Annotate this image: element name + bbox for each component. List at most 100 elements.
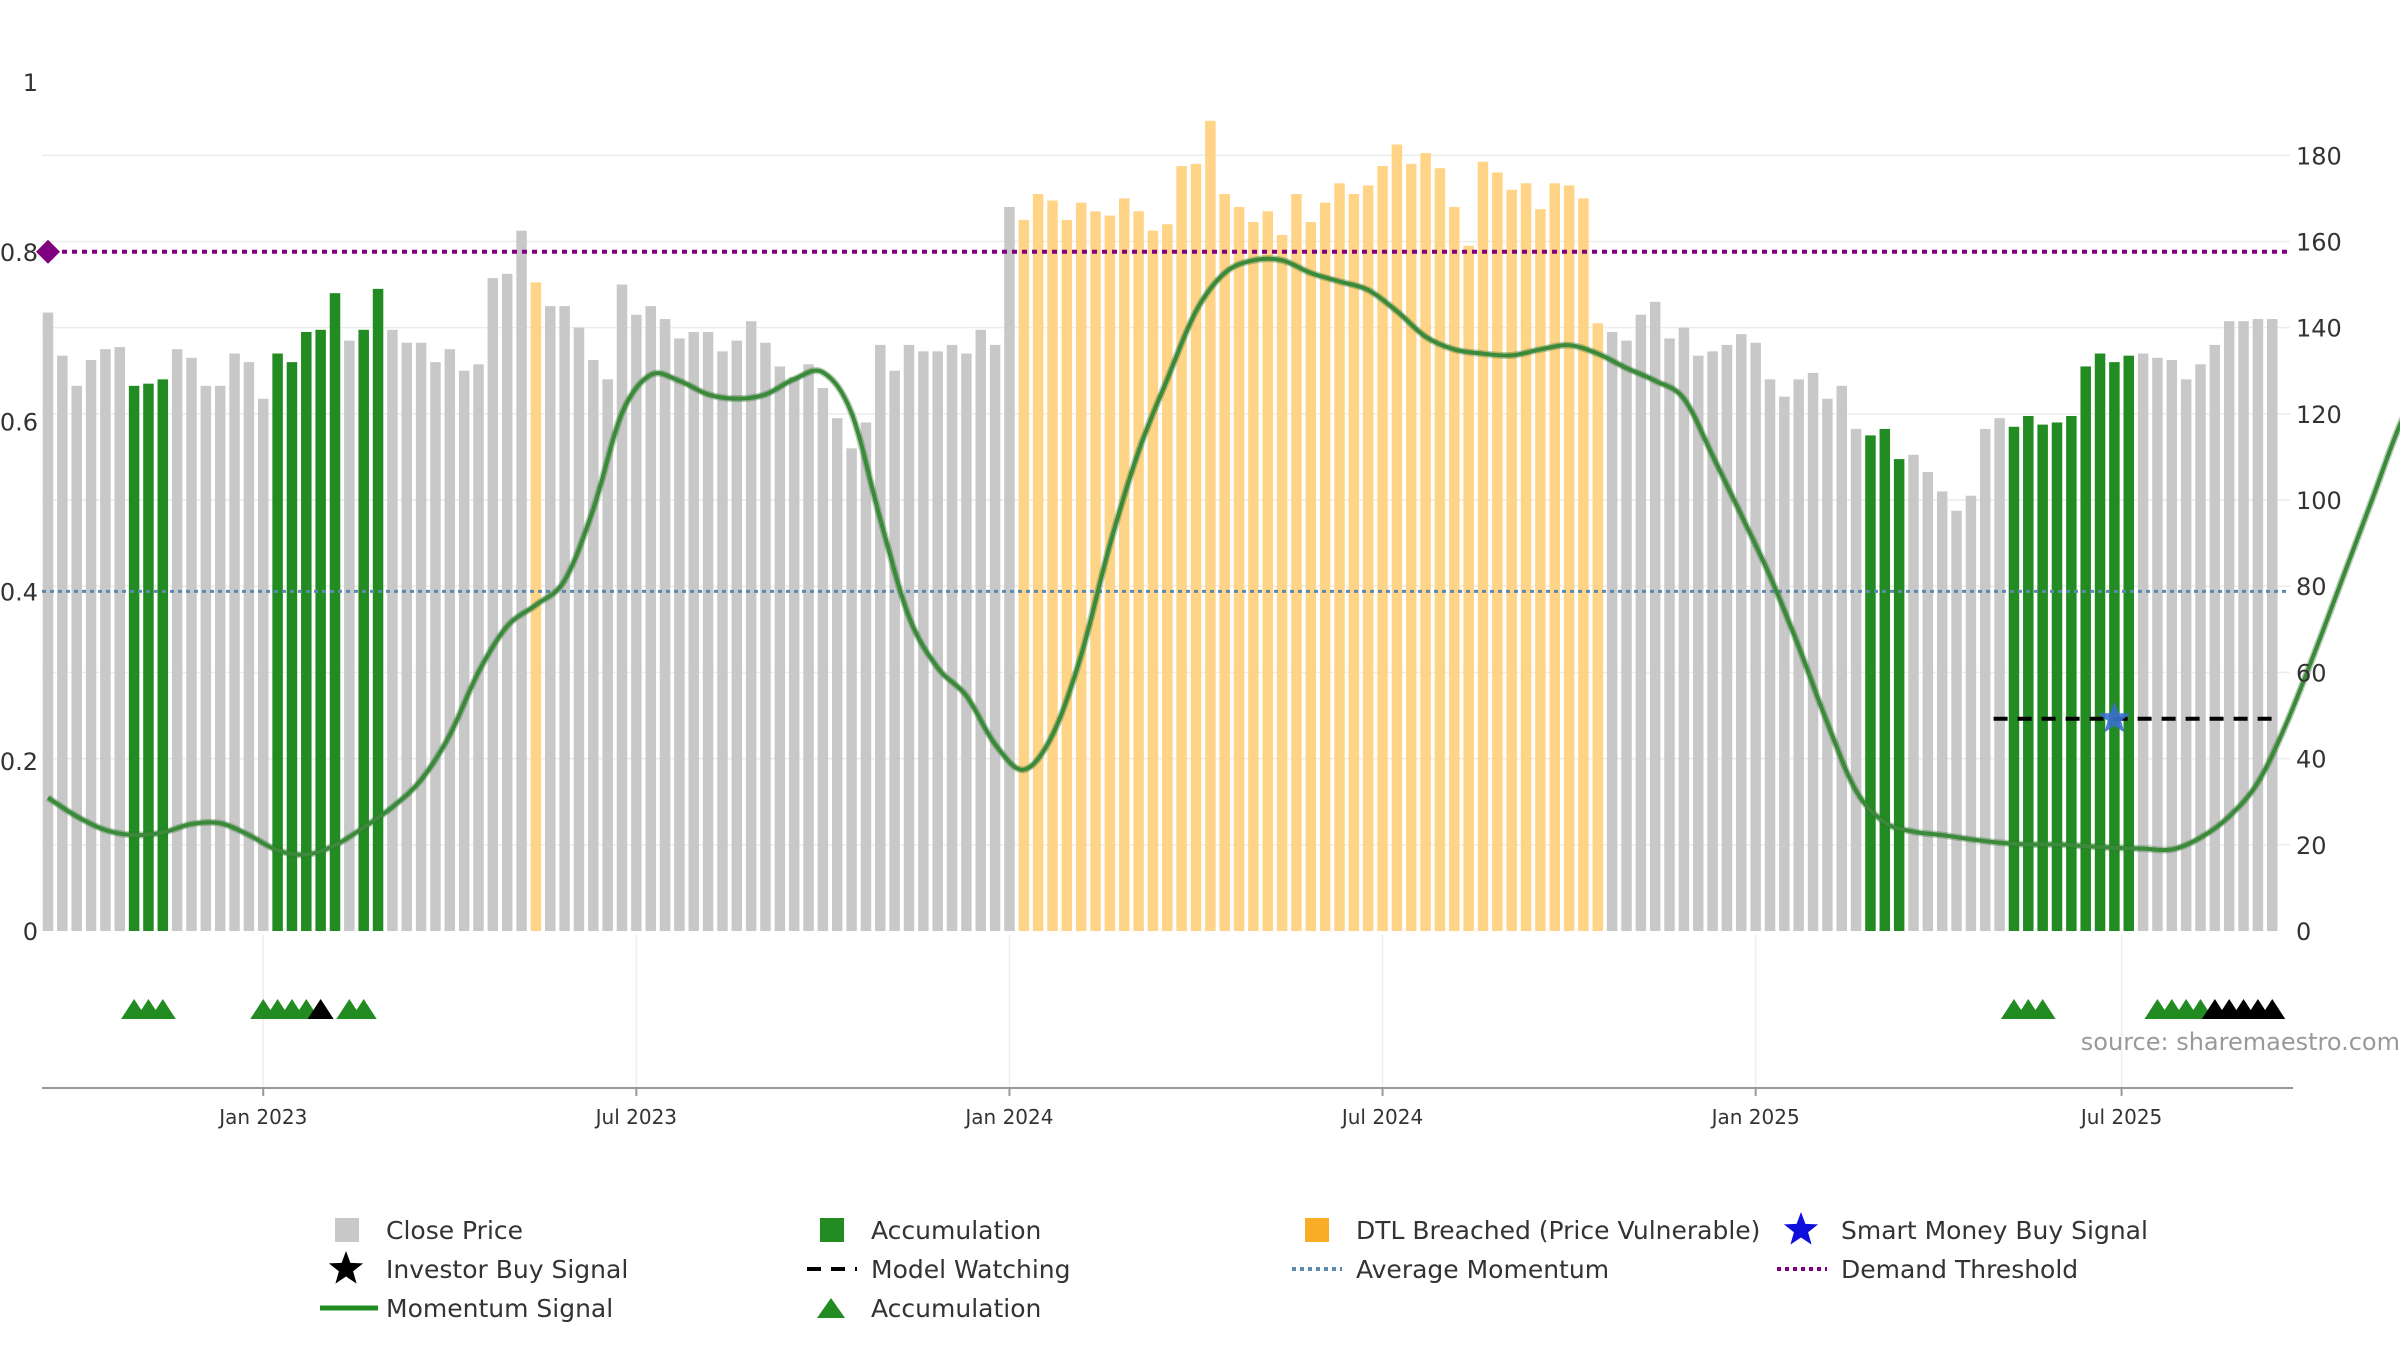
legend-item[interactable]: Demand Threshold	[1775, 1251, 2078, 1287]
accumulation-bar	[128, 385, 140, 931]
dtl-breached-bar	[1205, 120, 1216, 931]
dtl-breached-bar	[1506, 189, 1517, 932]
reference-lines	[36, 239, 2290, 593]
close-price-bar	[2252, 319, 2264, 931]
dtl-breached-bar	[1291, 194, 1302, 931]
accumulation-bar	[2008, 426, 2020, 931]
close-price-bar	[832, 418, 843, 931]
right-tick-label: 40	[2296, 746, 2327, 774]
legend-item[interactable]: Investor Buy Signal	[320, 1251, 628, 1287]
dtl-breached-bar	[1449, 206, 1460, 932]
close-price-bar	[1736, 334, 1747, 931]
close-price-bar	[214, 385, 226, 931]
close-price-bar	[903, 344, 915, 932]
close-price-bar	[2209, 344, 2221, 932]
legend-symbol-dotted-purple-line	[1775, 1251, 1827, 1287]
accumulation-bar	[2023, 415, 2034, 932]
dtl-breached-bar	[1018, 219, 1030, 931]
legend-item[interactable]: Momentum Signal	[320, 1290, 613, 1326]
dtl-breached-bar	[1348, 194, 1360, 931]
legend-symbol-accumulation-square	[805, 1212, 857, 1248]
close-price-bar	[200, 385, 212, 931]
legend-label: Demand Threshold	[1841, 1254, 2079, 1284]
close-price-bar	[1850, 428, 1862, 931]
accumulation-bar	[301, 331, 312, 932]
close-price-bar	[186, 357, 197, 931]
accumulation-bar	[2123, 355, 2134, 931]
close-price-bar	[2180, 379, 2192, 931]
dtl-breached-bar	[1406, 163, 1417, 932]
accumulation-bar	[329, 293, 341, 931]
dtl-breached-bar	[1578, 198, 1589, 931]
right-tick-label: 120	[2296, 401, 2342, 429]
dtl-breached-bar	[1047, 200, 1058, 931]
close-price-bar	[1750, 342, 1761, 931]
legend-label: Accumulation	[871, 1293, 1042, 1323]
legend-item[interactable]: DTL Breached (Price Vulnerable)	[1290, 1212, 1760, 1248]
legend-label: Momentum Signal	[386, 1293, 614, 1323]
accumulation-bar	[315, 329, 326, 931]
demand-threshold-marker	[36, 239, 60, 264]
legend-label: Investor Buy Signal	[386, 1254, 629, 1284]
close-price-bar	[961, 353, 972, 931]
x-tick-label: Jul 2023	[594, 1105, 677, 1129]
legend-item[interactable]: Accumulation	[805, 1212, 1041, 1248]
dtl-breached-bar	[1434, 168, 1446, 932]
dtl-breached-bar	[1061, 219, 1073, 931]
accumulation-bar	[358, 329, 369, 931]
left-tick-label: 0.4	[0, 578, 38, 606]
legend-symbol-dotted-blue-line	[1290, 1251, 1342, 1287]
accumulation-bar	[2080, 366, 2091, 932]
close-price-bar	[2137, 353, 2149, 931]
dtl-breached-bar	[1104, 215, 1116, 931]
accumulation-bar	[1893, 459, 1905, 931]
close-price-bar	[401, 342, 412, 931]
accumulation-bar	[372, 288, 384, 932]
close-price-bar	[57, 355, 68, 931]
close-price-bar	[889, 370, 900, 931]
accumulation-bar	[2094, 353, 2106, 931]
dtl-breached-bar	[1276, 234, 1288, 932]
close-price-bar	[573, 327, 585, 931]
close-price-bar	[229, 353, 240, 931]
dtl-breached-bar	[1377, 166, 1388, 931]
dtl-breached-bar	[1535, 209, 1546, 931]
legend-item[interactable]: Close Price	[320, 1212, 523, 1248]
dtl-breached-bar	[1075, 202, 1087, 931]
close-price-bar	[1635, 314, 1647, 931]
legend-item[interactable]: Smart Money Buy Signal	[1775, 1212, 2148, 1248]
close-price-bar	[1822, 398, 1833, 931]
close-price-bar	[1004, 206, 1015, 932]
legend-symbol-investor-star-icon	[320, 1251, 372, 1287]
close-price-bar	[42, 312, 54, 931]
legend-item[interactable]: Accumulation	[805, 1290, 1041, 1326]
legend-item[interactable]: Average Momentum	[1290, 1251, 1609, 1287]
close-price-bar	[415, 342, 427, 931]
close-price-bar	[473, 364, 484, 931]
close-price-bar	[803, 364, 814, 931]
close-price-bar	[1965, 495, 1977, 931]
close-price-bar	[1779, 396, 1790, 931]
legend-symbol-smart-money-star-icon	[1775, 1212, 1827, 1248]
dtl-breached-bar	[1162, 224, 1173, 932]
accumulation-bar	[157, 379, 169, 931]
close-price-bar	[760, 342, 771, 931]
legend-label: Average Momentum	[1356, 1254, 1610, 1284]
source-label[interactable]: source: sharemaestro.com	[2081, 1028, 2400, 1056]
close-price-bar	[875, 344, 886, 932]
dtl-breached-bar	[1248, 222, 1259, 931]
close-price-bar	[860, 422, 872, 931]
close-price-bar	[1936, 491, 1948, 931]
close-price-bar	[85, 359, 97, 932]
right-tick-label: 180	[2296, 142, 2342, 170]
right-tick-label: 160	[2296, 228, 2342, 256]
close-price-bar	[2223, 321, 2235, 931]
close-price-bar	[344, 340, 355, 931]
close-price-bar	[616, 284, 628, 931]
close-price-bar	[545, 306, 556, 931]
dtl-breached-bar	[1147, 230, 1159, 931]
legend-item[interactable]: Model Watching	[805, 1251, 1071, 1287]
close-price-bar	[1678, 327, 1690, 931]
close-price-bar	[588, 359, 599, 932]
